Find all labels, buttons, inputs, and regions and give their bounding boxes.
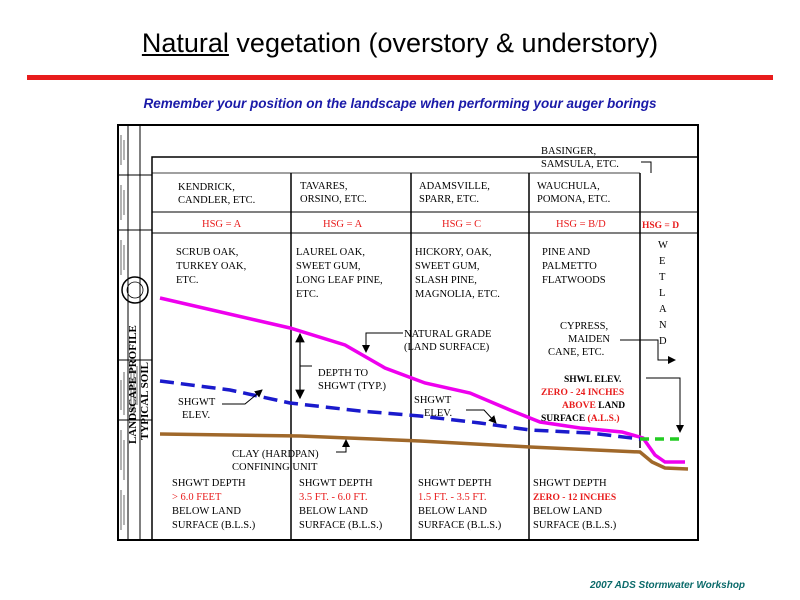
col1-veg-2: TURKEY OAK, [176,261,246,272]
col2-veg-4: ETC. [296,289,318,300]
wetland-soil-2: SAMSULA, ETC. [541,159,619,170]
shgwt-left-label-1: SHGWT [178,397,216,408]
wetland-letter-n: N [659,320,667,331]
col2-below-1: BELOW LAND [299,506,368,517]
col3-veg-3: SLASH PINE, [415,275,477,286]
col4-depth-label: SHGWT DEPTH [533,478,607,489]
col3-hsg: HSG = C [442,219,481,230]
title-underlined: Natural [141,28,229,58]
wetland-veg-2: MAIDEN [568,334,610,345]
col3-below-2: SURFACE (B.L.S.) [418,520,502,531]
col3-soil-1: ADAMSVILLE, [419,181,490,192]
title-block: TYPICAL SOIL LANDSCAPE PROFILE [118,125,152,540]
shwl-label-1: SHWL ELEV. [564,375,621,385]
col1-below-2: SURFACE (B.L.S.) [172,520,256,531]
title-rest: vegetation (overstory & understory) [228,28,659,58]
wetland-letter-l: L [659,288,665,299]
shwl-label-4a: SURFACE [541,414,588,424]
col1-soil-1: KENDRICK, [178,182,235,193]
col4-hsg: HSG = B/D [556,219,606,230]
col3-below-1: BELOW LAND [418,506,487,517]
col4-soil-1: WAUCHULA, [537,181,600,192]
shwl-arrow [646,377,684,433]
title-divider [27,75,773,80]
seal-icon [121,276,149,304]
shwl-label-3a: ABOVE [562,401,596,411]
col4-below-1: BELOW LAND [533,506,602,517]
col2-veg-3: LONG LEAF PINE, [296,275,383,286]
col1-hsg: HSG = A [202,219,242,230]
slide-subtitle: Remember your position on the landscape … [143,96,657,111]
natural-grade-label-2: (LAND SURFACE) [404,342,490,353]
clay-label-2: CONFINING UNIT [232,462,318,473]
col1-soil-2: CANDLER, ETC. [178,195,255,206]
col3-depth-value: 1.5 FT. - 3.5 FT. [418,492,486,503]
col2-soil-2: ORSINO, ETC. [300,194,367,205]
col4-veg-3: FLATWOODS [542,275,606,286]
col2-depth-value: 3.5 FT. - 6.0 FT. [299,492,367,503]
col1-depth-value: > 6.0 FEET [172,492,222,503]
shwl-label-2: ZERO - 24 INCHES [541,388,624,398]
col1-depth-label: SHGWT DEPTH [172,478,246,489]
shwl-label-3b: LAND [596,401,625,411]
shwl-label-4: SURFACE (A.L.S.) [541,413,619,424]
col4-depth-value: ZERO - 12 INCHES [533,493,616,503]
col4-veg-1: PINE AND [542,247,591,258]
shgwt-mid-label-2: ELEV. [424,408,452,419]
col1-below-1: BELOW LAND [172,506,241,517]
col3-soil-2: SPARR, ETC. [419,194,479,205]
col3-veg-2: SWEET GUM, [415,261,480,272]
col2-below-2: SURFACE (B.L.S.) [299,520,383,531]
wetland-soil-1: BASINGER, [541,146,596,157]
wetland-letter-e: E [659,256,665,267]
natural-grade-line [159,296,685,464]
shgwt-left-label-2: ELEV. [182,410,210,421]
wetland-letter-a: A [659,304,667,315]
sidebar-subtitle: LANDSCAPE PROFILE [127,325,139,444]
col3-veg-1: HICKORY, OAK, [415,247,492,258]
col4-below-2: SURFACE (B.L.S.) [533,520,617,531]
col2-soil-1: TAVARES, [300,181,348,192]
wetland-letter-t: T [659,272,666,283]
col1-veg-1: SCRUB OAK, [176,247,238,258]
slide-title: Natural vegetation (overstory & understo… [0,28,800,59]
clay-hardpan-line [159,432,689,471]
depth-to-label-2: SHGWT (TYP.) [318,381,387,392]
col3-depth-label: SHGWT DEPTH [418,478,492,489]
wetland-veg-1: CYPRESS, [560,321,608,332]
col3-veg-4: MAGNOLIA, ETC. [415,289,500,300]
col4-soil-2: POMONA, ETC. [537,194,610,205]
col1-veg-3: ETC. [176,275,198,286]
column-dividers [290,173,641,540]
natural-grade-label-1: NATURAL GRADE [404,329,491,340]
profile-frame [151,156,699,541]
col2-veg-2: SWEET GUM, [296,261,361,272]
shgwt-mid-label-1: SHGWT [414,395,452,406]
shwl-label-3: ABOVE LAND [562,401,625,411]
col2-hsg: HSG = A [323,219,363,230]
col2-veg-1: LAUREL OAK, [296,247,365,258]
col2-depth-label: SHGWT DEPTH [299,478,373,489]
wetland-hsg: HSG = D [642,221,679,231]
footer-credit: 2007 ADS Stormwater Workshop [590,580,746,591]
clay-label-1: CLAY (HARDPAN) [232,449,319,460]
shwl-label-4b: (A.L.S.) [588,413,620,424]
water-table-line [159,379,641,441]
sidebar-title: TYPICAL SOIL [139,362,151,440]
wetland-letter-w: W [658,240,668,251]
depth-to-label-1: DEPTH TO [318,368,368,379]
wetland-letter-d: D [659,336,667,347]
col4-veg-2: PALMETTO [542,261,597,272]
wetland-veg-3: CANE, ETC. [548,347,604,358]
